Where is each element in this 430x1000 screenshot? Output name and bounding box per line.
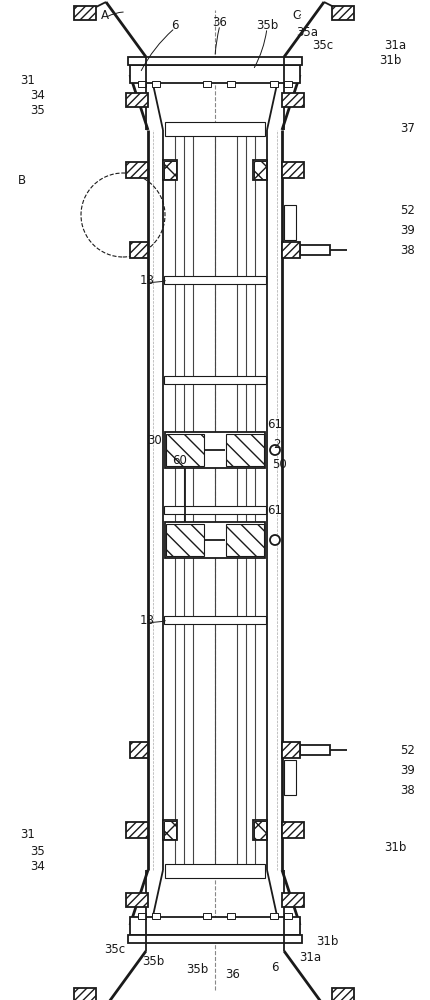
Bar	[164, 821, 175, 839]
Text: 61: 61	[267, 504, 282, 516]
Text: 35: 35	[31, 104, 45, 117]
Text: 31b: 31b	[315, 935, 338, 948]
Text: 52: 52	[399, 204, 415, 217]
Bar	[166, 524, 203, 556]
Bar	[281, 242, 299, 258]
Bar	[203, 81, 211, 87]
Bar	[281, 822, 303, 838]
Bar	[283, 913, 291, 919]
Bar	[126, 822, 147, 838]
Bar	[253, 161, 265, 179]
Text: 35: 35	[31, 845, 45, 858]
Text: 30: 30	[147, 434, 162, 446]
Bar	[281, 893, 303, 907]
Bar	[203, 913, 211, 919]
Text: 35c: 35c	[312, 39, 333, 52]
Text: 31a: 31a	[298, 951, 320, 964]
Bar	[74, 988, 96, 1000]
Text: 35a: 35a	[295, 26, 317, 39]
Bar	[283, 760, 295, 795]
Bar	[252, 160, 266, 180]
Text: 18: 18	[139, 273, 154, 286]
Bar	[165, 432, 264, 468]
Bar	[126, 93, 147, 107]
Bar	[128, 57, 301, 65]
Text: 31b: 31b	[378, 54, 400, 67]
Text: 34: 34	[31, 89, 45, 102]
Bar	[138, 913, 146, 919]
Bar	[225, 524, 264, 556]
Text: 6: 6	[171, 19, 178, 32]
Bar	[299, 245, 329, 255]
Text: 2: 2	[273, 438, 280, 452]
Bar	[283, 81, 291, 87]
Text: 38: 38	[400, 784, 415, 796]
Text: 31a: 31a	[383, 39, 405, 52]
Text: 18: 18	[139, 613, 154, 626]
Bar	[227, 913, 234, 919]
Bar	[152, 913, 160, 919]
Bar	[138, 81, 146, 87]
Circle shape	[269, 445, 280, 455]
Text: 60: 60	[172, 454, 187, 466]
Bar	[281, 162, 303, 178]
Bar	[128, 935, 301, 943]
Text: 36: 36	[212, 16, 227, 29]
Bar	[164, 616, 265, 624]
Bar	[164, 376, 265, 384]
Text: C: C	[292, 9, 301, 22]
Text: 37: 37	[399, 122, 415, 135]
Text: 61: 61	[267, 418, 282, 432]
Text: 36: 36	[225, 968, 240, 981]
Bar	[283, 205, 295, 240]
Bar	[163, 160, 177, 180]
Bar	[126, 893, 147, 907]
Text: 39: 39	[399, 224, 415, 237]
Bar	[331, 6, 353, 20]
Circle shape	[269, 535, 280, 545]
Text: 31: 31	[21, 828, 35, 841]
Bar	[299, 745, 329, 755]
Bar	[164, 506, 265, 514]
Text: 35b: 35b	[141, 955, 164, 968]
Bar	[227, 81, 234, 87]
Text: 35b: 35b	[255, 19, 277, 32]
Bar	[130, 742, 147, 758]
Bar	[130, 65, 299, 83]
Bar	[165, 522, 264, 558]
Bar	[252, 820, 266, 840]
Text: 52: 52	[399, 743, 415, 756]
Text: 39: 39	[399, 764, 415, 776]
Bar	[165, 122, 264, 136]
Bar	[269, 913, 277, 919]
Bar	[225, 434, 264, 466]
Text: 34: 34	[31, 860, 45, 874]
Bar	[281, 93, 303, 107]
Text: A: A	[101, 9, 109, 22]
Text: 35c: 35c	[104, 943, 125, 956]
Text: B: B	[18, 174, 26, 187]
Bar	[269, 81, 277, 87]
Bar	[253, 821, 265, 839]
Bar	[281, 742, 299, 758]
Bar	[74, 6, 96, 20]
Bar	[163, 820, 177, 840]
Bar	[166, 434, 203, 466]
Text: 6: 6	[270, 961, 278, 974]
Text: 31b: 31b	[383, 841, 405, 854]
Text: 31: 31	[21, 74, 35, 87]
Bar	[130, 917, 299, 935]
Bar	[164, 161, 175, 179]
Text: 35b: 35b	[185, 963, 208, 976]
Bar	[331, 988, 353, 1000]
Bar	[152, 81, 160, 87]
Text: 38: 38	[400, 243, 415, 256]
Bar	[165, 864, 264, 878]
Bar	[126, 162, 147, 178]
Text: 50: 50	[272, 458, 287, 472]
Bar	[164, 276, 265, 284]
Bar	[130, 242, 147, 258]
